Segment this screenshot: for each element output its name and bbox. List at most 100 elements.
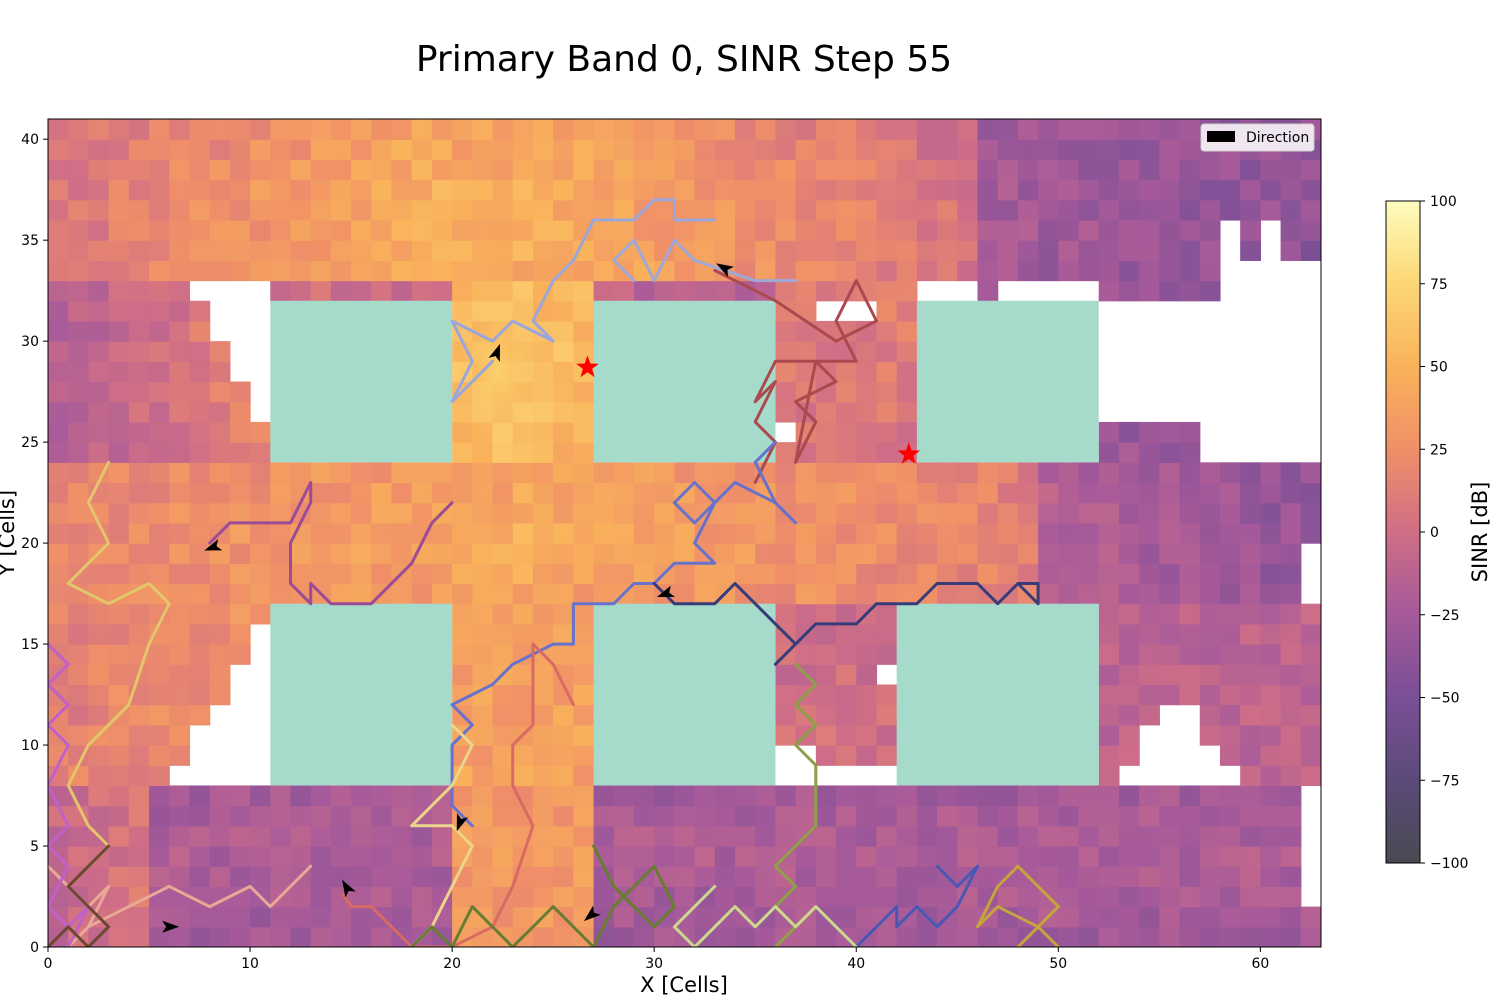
heatmap-cell	[836, 866, 857, 888]
heatmap-cell	[270, 906, 292, 928]
heatmap-cell	[108, 361, 130, 383]
heatmap-cell	[1078, 502, 1100, 524]
heatmap-cell	[270, 522, 292, 544]
heatmap-cell	[169, 522, 191, 544]
heatmap-cell	[1240, 563, 1261, 585]
heatmap-cell	[371, 502, 393, 524]
heatmap-cell	[1118, 583, 1140, 605]
heatmap-cell	[1179, 179, 1201, 201]
heatmap-cell	[775, 280, 797, 302]
heatmap-cell	[128, 765, 150, 787]
heatmap-cell	[1199, 462, 1221, 484]
heatmap-cell	[371, 522, 393, 544]
heatmap-cell	[310, 543, 332, 564]
heatmap-cell	[209, 502, 231, 524]
heatmap-cell	[977, 240, 999, 261]
building	[916, 300, 1099, 463]
heatmap-cell	[613, 543, 635, 564]
heatmap-cell	[88, 401, 110, 423]
heatmap-cell	[795, 179, 817, 201]
heatmap-cell	[573, 886, 595, 908]
heatmap-cell	[391, 260, 413, 282]
heatmap-cell	[452, 159, 473, 181]
heatmap-cell	[795, 260, 817, 282]
heatmap-cell	[229, 886, 251, 908]
heatmap-cell	[68, 462, 90, 484]
heatmap-cell	[1240, 603, 1261, 625]
heatmap-cell	[209, 260, 231, 282]
heatmap-cell	[714, 543, 736, 564]
heatmap-cell	[876, 139, 898, 160]
heatmap-cell	[1017, 119, 1039, 140]
heatmap-cell	[775, 179, 797, 201]
heatmap-cell	[1260, 805, 1282, 827]
heatmap-cell	[1219, 623, 1241, 645]
heatmap-cell	[1199, 482, 1221, 504]
heatmap-cell	[128, 623, 150, 645]
heatmap-cell	[1058, 482, 1080, 504]
heatmap-cell	[896, 846, 918, 867]
heatmap-cell	[836, 159, 857, 181]
heatmap-cell	[856, 644, 878, 665]
heatmap-cell	[270, 543, 292, 564]
heatmap-cell	[977, 199, 999, 221]
heatmap-cell	[229, 805, 251, 827]
heatmap-cell	[1118, 260, 1140, 282]
heatmap-cell	[1098, 240, 1120, 261]
heatmap-cell	[108, 684, 130, 706]
heatmap-cell	[593, 886, 615, 908]
heatmap-cell	[957, 260, 979, 282]
heatmap-cell	[1240, 745, 1261, 766]
heatmap-cell	[452, 442, 473, 463]
heatmap-cell	[452, 644, 473, 665]
heatmap-cell	[68, 179, 90, 201]
heatmap-cell	[856, 199, 878, 221]
heatmap-cell	[189, 119, 211, 140]
heatmap-cell	[977, 926, 999, 947]
heatmap-cell	[290, 926, 312, 947]
heatmap-cell	[613, 825, 635, 847]
heatmap-cell	[472, 179, 494, 201]
heatmap-cell	[149, 785, 170, 807]
heatmap-cell	[391, 825, 413, 847]
heatmap-cell	[957, 886, 979, 908]
heatmap-cell	[815, 421, 837, 443]
heatmap-cell	[149, 866, 170, 888]
heatmap-cell	[1179, 240, 1201, 261]
heatmap-cell	[169, 119, 191, 140]
heatmap-cell	[532, 260, 554, 282]
heatmap-cell	[573, 704, 595, 726]
heatmap-cell	[431, 159, 453, 181]
heatmap-cell	[472, 886, 494, 908]
heatmap-cell	[694, 179, 716, 201]
heatmap-cell	[735, 926, 756, 947]
heatmap-cell	[876, 563, 898, 585]
heatmap-cell	[633, 522, 655, 544]
colorbar-gradient	[1385, 200, 1421, 864]
heatmap-cell	[270, 159, 292, 181]
heatmap-cell	[189, 684, 211, 706]
heatmap-cell	[775, 139, 797, 160]
heatmap-cell	[1240, 906, 1261, 928]
heatmap-cell	[916, 543, 938, 564]
heatmap-cell	[1139, 119, 1160, 140]
heatmap-cell	[88, 785, 110, 807]
heatmap-cell	[1139, 926, 1160, 947]
heatmap-cell	[532, 502, 554, 524]
heatmap-cell	[957, 563, 979, 585]
heatmap-cell	[916, 219, 938, 241]
heatmap-cell	[1017, 522, 1039, 544]
heatmap-cell	[1260, 482, 1282, 504]
heatmap-cell	[795, 300, 817, 322]
heatmap-cell	[795, 139, 817, 160]
colorbar-tick-label: 0	[1430, 525, 1439, 541]
heatmap-cell	[48, 442, 69, 463]
heatmap-cell	[128, 522, 150, 544]
heatmap-cell	[310, 139, 332, 160]
heatmap-cell	[88, 502, 110, 524]
heatmap-cell	[1098, 866, 1120, 888]
heatmap-cell	[532, 119, 554, 140]
heatmap-cell	[755, 563, 777, 585]
heatmap-cell	[654, 846, 675, 867]
